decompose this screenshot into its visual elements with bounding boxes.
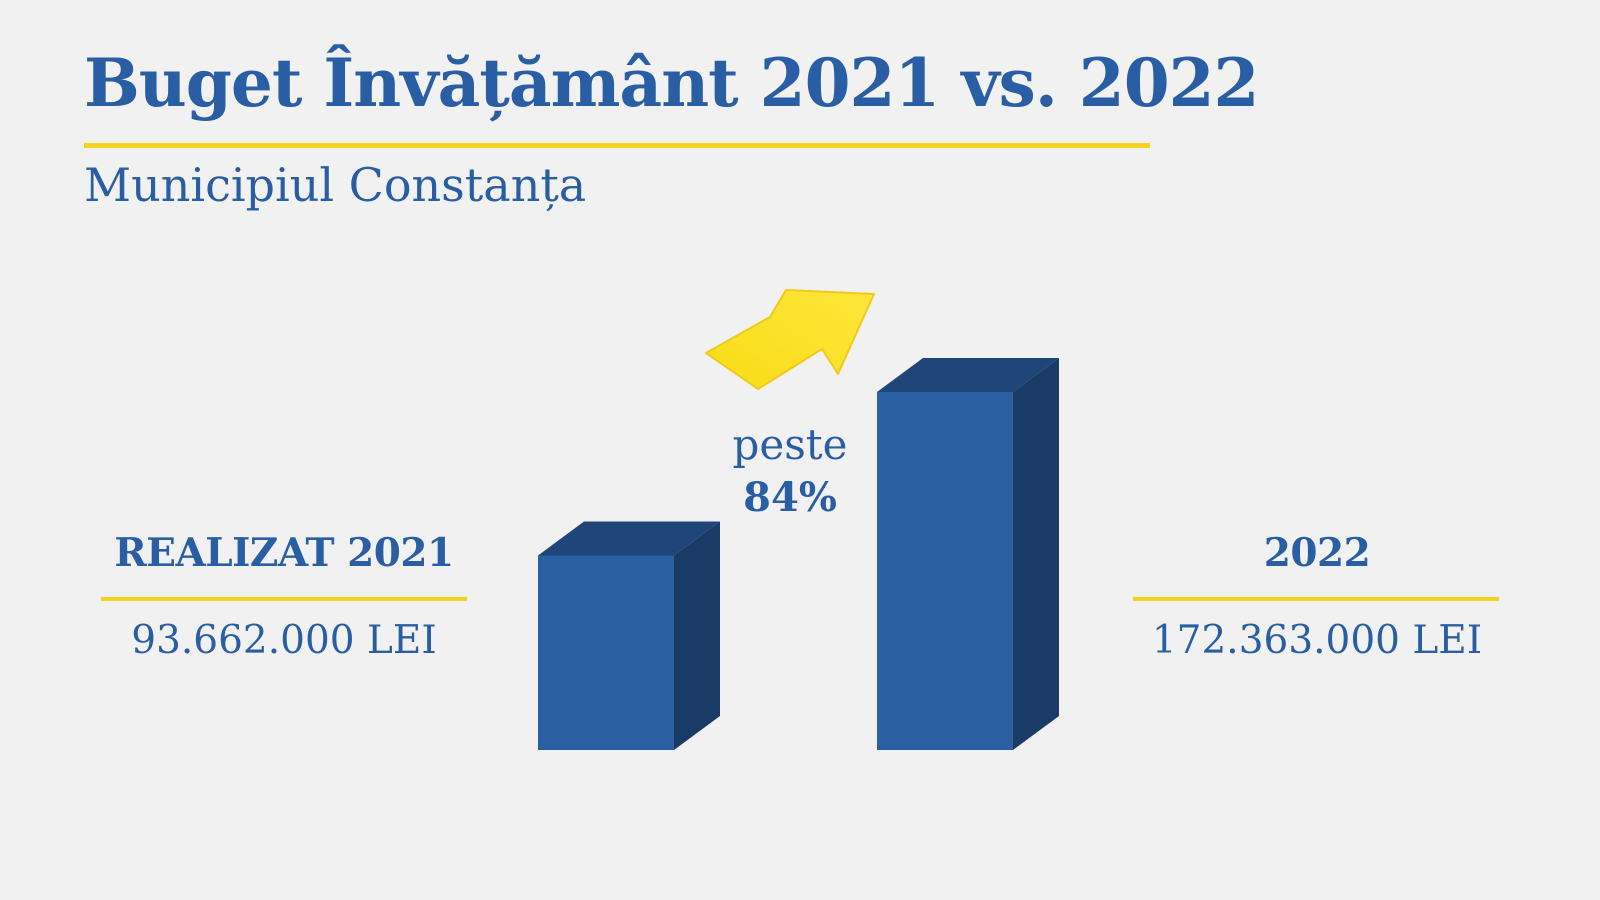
bar-2022-side: [1013, 358, 1059, 750]
left-value-label: 93.662.000 LEI: [131, 618, 437, 663]
bars-group: [538, 358, 1059, 750]
right-year-label: 2022: [1263, 530, 1371, 576]
bar-2022-front: [877, 392, 1013, 750]
bar-realizat-2021: [538, 521, 720, 750]
left-divider: [101, 597, 467, 601]
page-title: Buget Învățământ 2021 vs. 2022: [84, 44, 1259, 122]
bar-realizat-2021-front: [538, 555, 674, 750]
up-right-arrow-icon: [705, 289, 875, 390]
left-year-label: REALIZAT 2021: [114, 530, 454, 576]
bar-realizat-2021-top: [538, 521, 720, 556]
title-underline: [84, 143, 1150, 148]
bar-2022-top: [877, 358, 1059, 392]
growth-percent: 84%: [743, 474, 837, 521]
growth-word: peste: [732, 420, 848, 469]
bar-realizat-2021-side: [674, 521, 720, 750]
page-subtitle: Municipiul Constanța: [84, 158, 587, 212]
bar-2022: [877, 358, 1059, 750]
right-divider: [1133, 597, 1499, 601]
right-value-label: 172.363.000 LEI: [1151, 618, 1483, 663]
